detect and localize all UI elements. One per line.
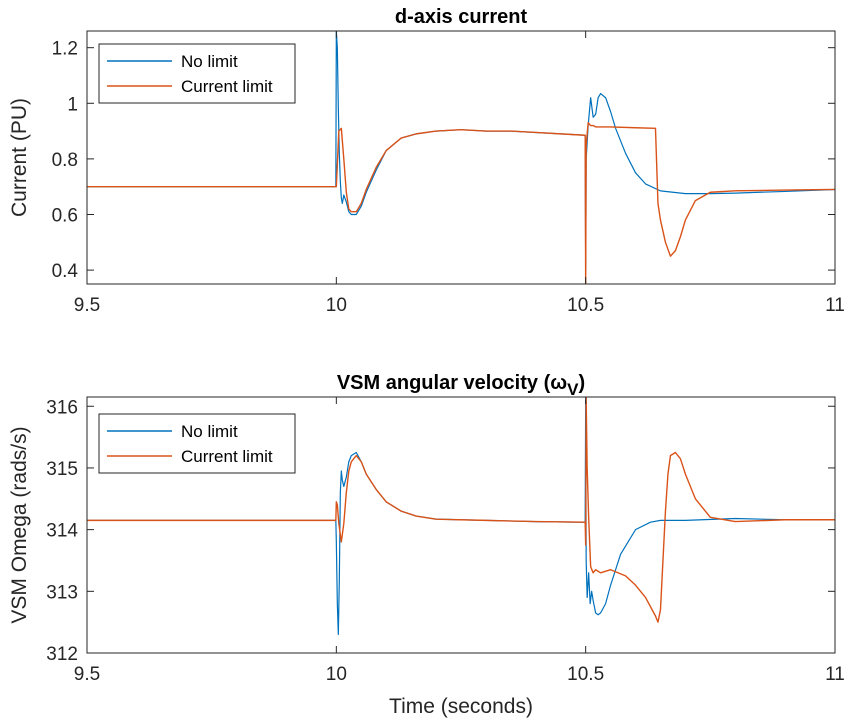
x-tick-label: 10 [326, 664, 347, 685]
x-tick-label: 10.5 [567, 295, 604, 316]
x-tick-label: 9.5 [74, 664, 100, 685]
y-tick-label: 312 [46, 644, 78, 665]
y-tick-label: 314 [46, 521, 78, 542]
y-tick-label: 0.4 [52, 261, 79, 282]
legend: No limit Current limit [98, 413, 296, 474]
legend-label: No limit [181, 422, 238, 441]
chart-title: d-axis current [395, 6, 528, 28]
plot-frame [86, 30, 836, 285]
y-tick-label: 1 [67, 94, 78, 115]
legend-label: Current limit [181, 77, 273, 96]
legend-box [98, 413, 296, 474]
x-tick-label: 11 [825, 295, 845, 316]
y-axis-label: VSM Omega (rads/s) [8, 426, 31, 623]
plot-frame [86, 396, 836, 654]
chart-1: 9.5 10 10.5 11 0.4 0.6 0.8 1 1.2 d-axis current Cu… [8, 6, 845, 316]
legend-box [98, 43, 296, 104]
x-axis-label: Time (seconds) [389, 695, 533, 718]
chart-2: 9.5 10 10.5 11 312 313 314 315 316 VSM angular ve… [8, 372, 845, 718]
y-tick-label: 1.2 [52, 39, 78, 60]
series-line-current-limit [87, 397, 835, 623]
y-tick-label: 315 [46, 459, 78, 480]
y-tick-label: 0.8 [52, 150, 78, 171]
legend: No limit Current limit [98, 43, 296, 104]
y-tick-label: 0.6 [52, 205, 78, 226]
series-line-current-limit [87, 122, 835, 284]
chart-title: VSM angular velocity (ωV) [337, 372, 585, 399]
y-tick-label: 316 [46, 397, 78, 418]
legend-label: Current limit [181, 447, 273, 466]
x-tick-label: 11 [825, 664, 845, 685]
y-axis-label: Current (PU) [8, 98, 31, 217]
x-tick-label: 9.5 [74, 295, 100, 316]
legend-label: No limit [181, 52, 238, 71]
x-tick-label: 10 [326, 295, 347, 316]
y-tick-label: 313 [46, 582, 78, 603]
x-tick-label: 10.5 [567, 664, 604, 685]
